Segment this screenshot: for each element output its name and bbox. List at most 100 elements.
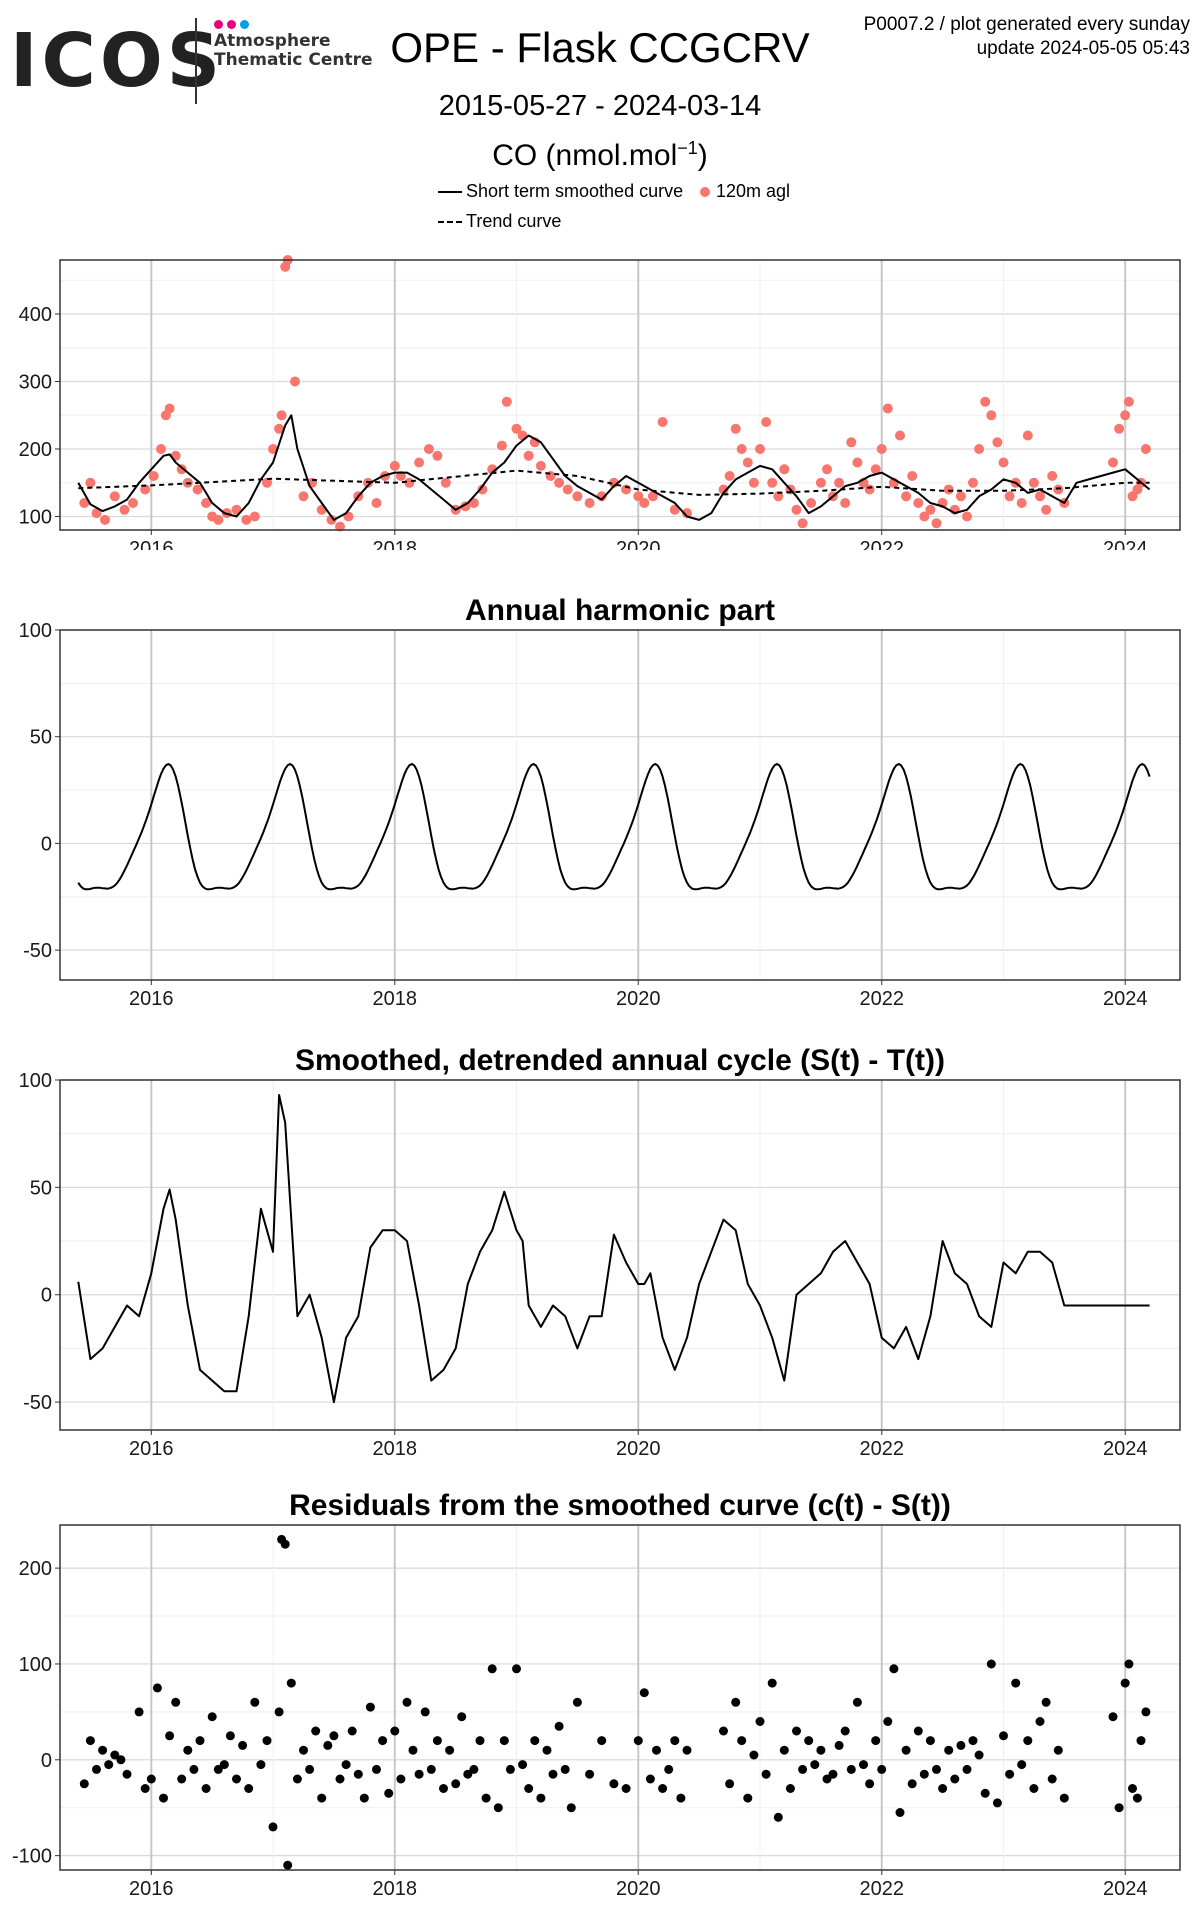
data-point: [974, 444, 985, 454]
data-point: [365, 1702, 375, 1712]
data-point: [1028, 477, 1039, 488]
data-point: [913, 1726, 923, 1736]
data-point: [895, 1808, 905, 1817]
data-point: [432, 450, 443, 461]
data-point: [262, 477, 272, 488]
data-point: [876, 444, 887, 454]
y-tick-label: 50: [30, 727, 52, 749]
data-point: [779, 1745, 789, 1755]
data-point: [292, 1774, 302, 1784]
data-point: [378, 1736, 388, 1746]
data-point: [280, 1539, 290, 1549]
data-point: [1053, 1745, 1063, 1755]
data-point: [1047, 1774, 1057, 1784]
data-point: [463, 1769, 473, 1779]
data-point: [148, 471, 159, 481]
point-series: [79, 255, 1151, 532]
data-point: [730, 423, 741, 434]
data-point: [372, 1764, 381, 1774]
data-point: [91, 508, 102, 519]
data-point: [901, 491, 912, 502]
data-point: [481, 1793, 491, 1803]
x-tick-label: 2016: [129, 988, 174, 1010]
x-tick-label: 2016: [129, 1438, 174, 1460]
data-point: [238, 1740, 248, 1750]
panel-title: Residuals from the smoothed curve (c(t) …: [289, 1489, 951, 1522]
data-point: [384, 1788, 394, 1798]
data-point: [128, 498, 138, 508]
data-point: [134, 1707, 144, 1717]
logo-dots: [214, 16, 253, 34]
data-point: [883, 1717, 893, 1726]
data-point: [116, 1755, 126, 1765]
data-point: [669, 504, 680, 515]
y-tick-label: 400: [19, 304, 52, 326]
data-point: [274, 423, 285, 434]
series-line: [77, 414, 1151, 521]
x-tick-label: 2018: [373, 1878, 418, 1900]
species-close: ): [697, 139, 708, 172]
data-point: [980, 396, 991, 407]
data-point: [968, 477, 978, 488]
data-point: [445, 1745, 455, 1755]
data-point: [1041, 504, 1052, 515]
data-point: [477, 484, 488, 495]
x-tick-label: 2018: [373, 538, 418, 550]
data-point: [402, 1697, 412, 1707]
data-point: [1047, 471, 1058, 481]
data-point: [1035, 1717, 1045, 1726]
y-tick-label: -100: [12, 1846, 52, 1868]
data-point: [560, 1764, 570, 1774]
data-point: [156, 444, 166, 454]
data-point: [664, 1764, 674, 1774]
data-point: [1016, 498, 1027, 508]
data-point: [518, 1760, 528, 1770]
data-point: [810, 1760, 820, 1770]
date-range: 2015-05-27 - 2024-03-14: [438, 90, 762, 122]
data-point: [517, 430, 528, 441]
data-point: [731, 1697, 741, 1707]
data-point: [79, 498, 90, 508]
data-point: [1023, 1736, 1033, 1746]
annual-harmonic-panel: Annual harmonic part -50 0 50 100 2016 2018 202…: [19, 594, 1181, 1010]
data-point: [1022, 430, 1033, 441]
data-point: [792, 1726, 801, 1736]
data-point: [871, 1736, 881, 1746]
data-point: [283, 1860, 293, 1870]
x-tick-label: 2024: [1103, 1438, 1148, 1460]
data-point: [846, 1764, 856, 1774]
data-point: [414, 457, 425, 468]
data-point: [201, 498, 212, 508]
data-point: [420, 1707, 430, 1717]
data-point: [870, 464, 881, 475]
data-point: [785, 1784, 795, 1793]
panel-title: Smoothed, detrended annual cycle (S(t) -…: [295, 1044, 945, 1077]
data-point: [414, 1769, 424, 1779]
legend-dot-icon: [700, 187, 710, 198]
data-point: [609, 1779, 619, 1789]
panel-border: [59, 1524, 1181, 1871]
data-point: [658, 1784, 668, 1793]
data-point: [932, 1764, 941, 1774]
legend-trend-label: Trend curve: [466, 211, 562, 231]
data-point: [92, 1764, 101, 1774]
data-point: [326, 514, 337, 525]
data-point: [572, 1697, 582, 1707]
data-point: [542, 1745, 552, 1755]
data-point: [676, 1793, 686, 1803]
data-point: [938, 1784, 948, 1793]
data-point: [390, 1726, 400, 1736]
data-point: [496, 440, 507, 451]
legend-points-label: 120m agl: [716, 181, 791, 201]
data-point: [974, 1750, 984, 1760]
species-exponent: −1: [677, 138, 698, 158]
x-tick-label: 2022: [859, 538, 904, 550]
data-point: [274, 1707, 284, 1717]
data-point: [1108, 1712, 1118, 1722]
y-tick-label: 100: [19, 620, 52, 642]
data-point: [1124, 1659, 1134, 1669]
data-point: [950, 1774, 960, 1784]
data-point: [925, 1736, 935, 1746]
data-point: [305, 1764, 315, 1774]
data-point: [244, 1784, 254, 1793]
